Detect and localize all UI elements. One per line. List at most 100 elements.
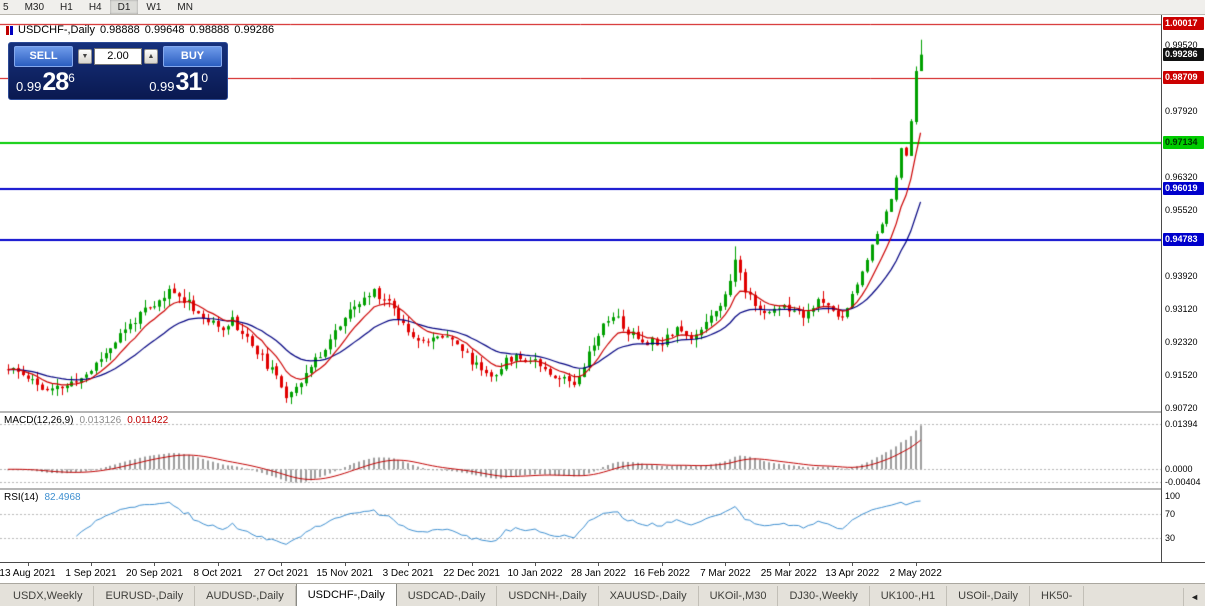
macd-axis-label: -0.00404 bbox=[1165, 477, 1201, 488]
timeframe-button-W1[interactable]: W1 bbox=[146, 1, 162, 13]
price-axis-label: 0.95520 bbox=[1165, 205, 1198, 215]
tab-usdchf-daily[interactable]: USDCHF-,Daily bbox=[295, 584, 397, 606]
date-tick bbox=[281, 563, 283, 566]
price-axis-label: 0.97920 bbox=[1165, 106, 1198, 116]
date-label: 28 Jan 2022 bbox=[570, 568, 626, 579]
buy-price-prefix: 0.99 bbox=[149, 79, 175, 94]
one-click-trading-panel: SELL ▼ ▲ BUY 0.99 28 6 0.99 31 0 bbox=[8, 42, 228, 100]
timeframe-button-D1[interactable]: D1 bbox=[109, 0, 139, 14]
timeframe-button-MN[interactable]: MN bbox=[177, 1, 193, 13]
date-tick bbox=[661, 563, 663, 566]
chart-icon bbox=[6, 25, 13, 35]
arrow-down-icon: ▼ bbox=[81, 52, 89, 60]
pane-divider[interactable] bbox=[0, 411, 1205, 413]
buy-button[interactable]: BUY bbox=[163, 45, 222, 67]
date-label: 8 Oct 2021 bbox=[193, 568, 243, 579]
date-tick bbox=[408, 563, 410, 566]
rsi-axis-label: 100 bbox=[1165, 491, 1181, 501]
rsi-canvas[interactable] bbox=[0, 490, 1161, 562]
date-tick bbox=[535, 563, 537, 566]
date-label: 25 Mar 2022 bbox=[760, 568, 817, 579]
support-price-box: 0.94783 bbox=[1163, 233, 1204, 247]
date-tick bbox=[788, 563, 790, 566]
price-axis-label: 0.90720 bbox=[1165, 403, 1198, 413]
tab-scroll-left-button[interactable]: ◄ bbox=[1183, 588, 1205, 606]
macd-label: MACD(12,26,9) bbox=[4, 415, 74, 426]
sell-price[interactable]: 0.99 28 6 bbox=[16, 70, 75, 95]
rsi-indicator-pane: RSI(14) 82.4968 bbox=[0, 490, 1161, 562]
date-label: 7 Mar 2022 bbox=[700, 568, 751, 579]
macd-title: MACD(12,26,9) 0.013126 0.011422 bbox=[4, 415, 168, 426]
date-tick bbox=[344, 563, 346, 566]
sell-price-prefix: 0.99 bbox=[16, 79, 42, 94]
date-tick bbox=[725, 563, 727, 566]
timeframe-button-H4[interactable]: H4 bbox=[88, 1, 102, 13]
macd-axis-label: 0.01394 bbox=[1165, 418, 1198, 429]
tab-eurusd-daily[interactable]: EURUSD-,Daily bbox=[94, 586, 196, 606]
macd-main-value: 0.013126 bbox=[79, 415, 122, 426]
date-label: 22 Dec 2021 bbox=[443, 568, 500, 579]
rsi-axis-label: 30 bbox=[1165, 533, 1176, 543]
tab-dj30-weekly[interactable]: DJ30-,Weekly bbox=[778, 586, 870, 606]
lot-decrease-button[interactable]: ▼ bbox=[78, 48, 92, 64]
price-axis[interactable]: 0.995200.987200.979200.971200.963200.955… bbox=[1161, 15, 1205, 562]
arrow-up-icon: ▲ bbox=[147, 52, 155, 60]
date-tick bbox=[471, 563, 473, 566]
date-tick bbox=[217, 563, 219, 566]
rsi-label: RSI(14) bbox=[4, 492, 39, 503]
time-axis[interactable]: 13 Aug 2021 1 Sep 2021 20 Sep 2021 8 Oct 20… bbox=[0, 562, 1205, 583]
chart-ohlc-header: USDCHF-,Daily 0.98888 0.99648 0.98888 0.… bbox=[6, 24, 274, 36]
date-label: 10 Jan 2022 bbox=[507, 568, 563, 579]
tab-ukoil-m30[interactable]: UKOil-,M30 bbox=[699, 586, 779, 606]
buy-price[interactable]: 0.99 31 0 bbox=[149, 70, 208, 95]
macd-indicator-pane: MACD(12,26,9) 0.013126 0.011422 bbox=[0, 413, 1161, 488]
chart-tabs: USDX,Weekly EURUSD-,Daily AUDUSD-,Daily USD… bbox=[0, 583, 1205, 606]
timeframe-button-M30[interactable]: M30 bbox=[24, 1, 45, 13]
resistance-price-box: 0.98709 bbox=[1163, 71, 1204, 85]
date-label: 13 Aug 2021 bbox=[0, 568, 56, 579]
sell-price-big-digits: 28 bbox=[42, 68, 69, 96]
rsi-title: RSI(14) 82.4968 bbox=[4, 492, 81, 503]
price-axis-label: 0.91520 bbox=[1165, 370, 1198, 380]
date-tick bbox=[915, 563, 917, 566]
current-price-box: 0.99286 bbox=[1163, 47, 1204, 61]
ohlc-open: 0.98888 bbox=[100, 24, 140, 36]
date-tick bbox=[90, 563, 92, 566]
sell-button[interactable]: SELL bbox=[14, 45, 73, 67]
tab-hk50-[interactable]: HK50- bbox=[1030, 586, 1085, 606]
ohlc-high: 0.99648 bbox=[144, 24, 185, 36]
date-label: 20 Sep 2021 bbox=[126, 568, 183, 579]
tab-usdcnh-daily[interactable]: USDCNH-,Daily bbox=[497, 586, 599, 606]
pane-divider[interactable] bbox=[0, 488, 1205, 490]
date-tick bbox=[598, 563, 600, 566]
date-label: 1 Sep 2021 bbox=[65, 568, 117, 579]
chart-symbol-label: USDCHF-,Daily bbox=[18, 24, 95, 36]
timeframe-button-H1[interactable]: H1 bbox=[60, 1, 73, 13]
rsi-value: 82.4968 bbox=[44, 492, 81, 503]
tab-usdcad-daily[interactable]: USDCAD-,Daily bbox=[397, 586, 498, 606]
date-tick bbox=[852, 563, 854, 566]
main-chart-pane: USDCHF-,Daily 0.98888 0.99648 0.98888 0.… bbox=[0, 15, 1161, 411]
date-label: 2 May 2022 bbox=[889, 568, 942, 579]
tab-usdx-weekly[interactable]: USDX,Weekly bbox=[2, 586, 95, 606]
price-axis-label: 0.96320 bbox=[1165, 172, 1198, 182]
price-axis-label: 0.93920 bbox=[1165, 271, 1198, 281]
tab-usoil-daily[interactable]: USOil-,Daily bbox=[947, 586, 1031, 606]
price-axis-label: 0.99520 bbox=[1165, 40, 1198, 50]
timeframe-toolbar: 5 M30 H1 H4 D1 W1 MN bbox=[0, 0, 1205, 15]
support-price-box: 0.96019 bbox=[1163, 182, 1204, 196]
date-tick bbox=[154, 563, 156, 566]
lot-increase-button[interactable]: ▲ bbox=[144, 48, 158, 64]
sell-price-pipette: 6 bbox=[68, 71, 75, 85]
date-label: 13 Apr 2022 bbox=[825, 568, 880, 579]
tab-xauusd-daily[interactable]: XAUUSD-,Daily bbox=[599, 586, 699, 606]
timeframe-button-5[interactable]: 5 bbox=[3, 1, 9, 13]
date-label: 27 Oct 2021 bbox=[254, 568, 309, 579]
lot-size-input[interactable] bbox=[94, 47, 142, 65]
price-axis-label: 0.92320 bbox=[1165, 337, 1198, 347]
tab-uk100-h1[interactable]: UK100-,H1 bbox=[870, 586, 948, 606]
macd-canvas[interactable] bbox=[0, 413, 1161, 488]
macd-axis-label: 0.0000 bbox=[1165, 464, 1193, 475]
tab-audusd-daily[interactable]: AUDUSD-,Daily bbox=[195, 586, 296, 606]
